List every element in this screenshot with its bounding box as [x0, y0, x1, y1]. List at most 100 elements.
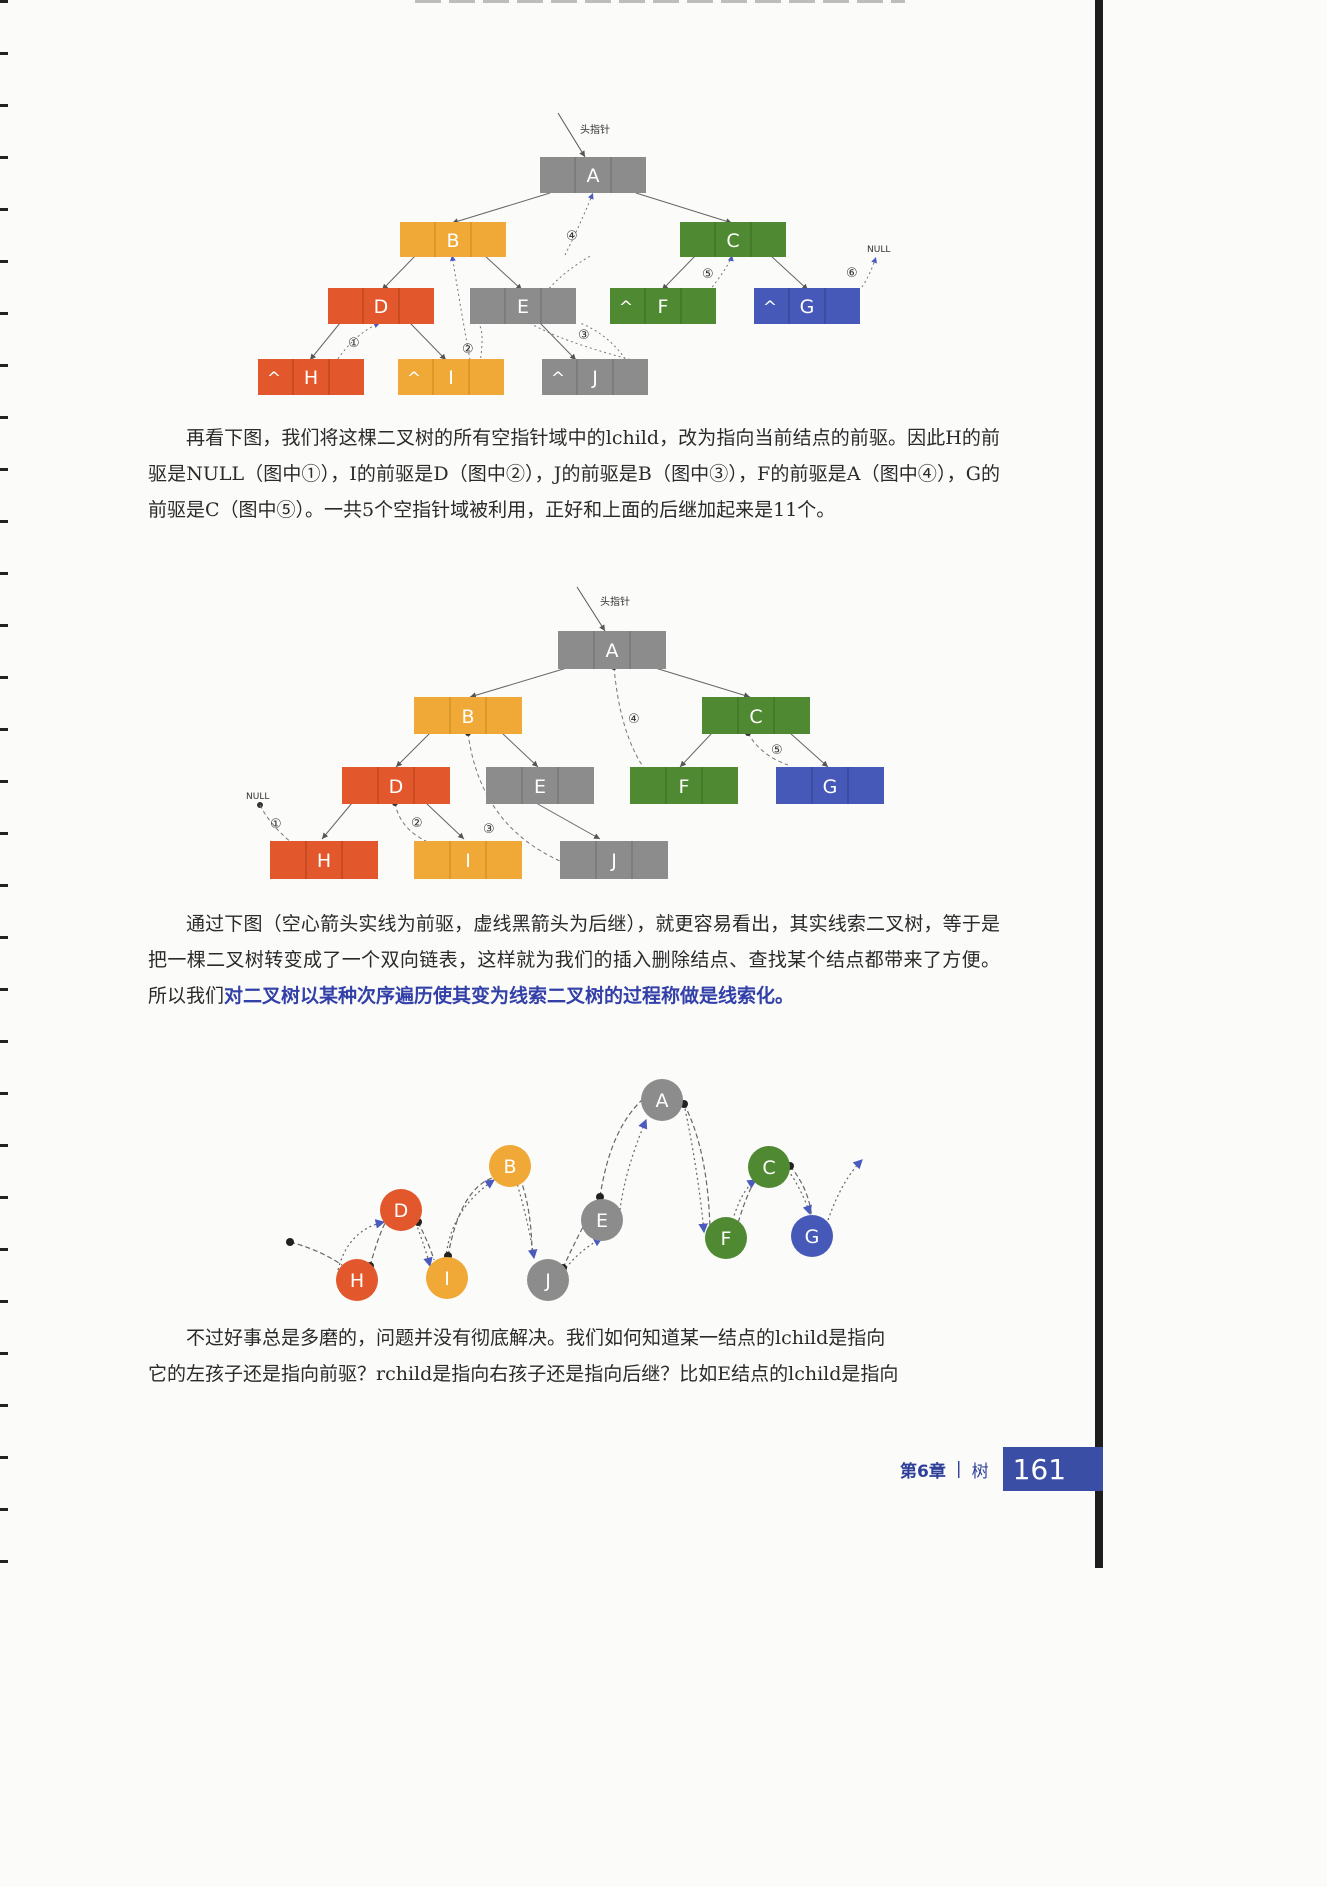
node2-J: J	[560, 841, 668, 879]
binding-edge	[0, 0, 8, 1568]
circle-node-A-label: A	[656, 1090, 669, 1112]
null-label-2: NULL	[246, 792, 269, 802]
node2-C: C	[702, 697, 810, 734]
node2-C-label: C	[749, 706, 762, 728]
circle-node-H: H	[336, 1259, 378, 1301]
node-G: ^ G	[754, 288, 860, 324]
node-I-label: I	[448, 367, 454, 389]
node2-D: D	[342, 767, 450, 804]
circle-node-I: I	[426, 1257, 468, 1299]
node2-E-label: E	[534, 776, 546, 798]
top-rule	[415, 0, 905, 3]
circle-node-E: E	[581, 1199, 623, 1241]
paragraph-problem-line2: 它的左孩子还是指向前驱？rchild是指向右孩子还是指向后继？比如E结点的lch…	[148, 1363, 899, 1385]
node-B-label: B	[446, 230, 459, 252]
node2-A: A	[558, 631, 666, 669]
node2-B: B	[414, 697, 522, 734]
circle-node-I-label: I	[444, 1268, 450, 1290]
page-edge	[1095, 0, 1103, 1568]
node2-I: I	[414, 841, 522, 879]
circle-node-J: J	[527, 1259, 569, 1301]
circle-node-F-label: F	[721, 1228, 732, 1250]
node-C-label: C	[726, 230, 739, 252]
book-page: 头指针 NULL ① ② ③ ④	[0, 0, 1103, 1568]
node2-B-label: B	[461, 706, 474, 728]
marker-3: ③	[578, 328, 590, 343]
node2-F: F	[630, 767, 738, 804]
node2-E: E	[486, 767, 594, 804]
circle-node-A: A	[641, 1079, 683, 1121]
node2-I-label: I	[465, 850, 471, 872]
marker2-5: ⑤	[771, 743, 783, 758]
threading-definition-highlight: 对二叉树以某种次序遍历使其变为线索二叉树的过程称做是线索化。	[224, 985, 795, 1007]
node-C: C	[680, 222, 786, 257]
node-D-label: D	[374, 296, 389, 318]
threaded-linked-list-diagram: H D I B J E A F C G	[286, 1079, 863, 1301]
paragraph-linked-list-text: 通过下图（空心箭头实线为前驱，虚线黑箭头为后继），就更容易看出，其实线索二叉树，…	[148, 913, 1000, 1007]
node-J-caret: ^	[551, 369, 565, 389]
node2-G: G	[776, 767, 884, 804]
circle-node-D: D	[380, 1189, 422, 1231]
node2-J-label: J	[610, 850, 617, 872]
chapter-title: 树	[971, 1461, 989, 1482]
head-pointer-label: 头指针	[580, 123, 610, 136]
threaded-tree-diagram-predecessor: 头指针 NULL ① ② ③ ④ ⑤	[246, 586, 884, 879]
head-pointer-arrow-2	[576, 586, 606, 632]
marker-5: ⑤	[702, 267, 714, 282]
paragraph-linked-list-explanation: 通过下图（空心箭头实线为前驱，虚线黑箭头为后继），就更容易看出，其实线索二叉树，…	[148, 906, 1000, 1014]
chapter-label: 第6章	[900, 1461, 946, 1482]
circle-node-J-label: J	[544, 1270, 551, 1292]
threaded-tree-diagram-successor: 头指针 NULL ① ② ③ ④	[258, 112, 890, 395]
node-J: ^ J	[542, 359, 648, 395]
circle-node-G-label: G	[805, 1226, 820, 1248]
marker-1: ①	[348, 336, 360, 351]
node-G-label: G	[800, 296, 815, 318]
node2-D-label: D	[389, 776, 404, 798]
node2-F-label: F	[679, 776, 690, 798]
node-E-label: E	[517, 296, 529, 318]
marker-2: ②	[462, 342, 474, 357]
paragraph-predecessor-explanation: 再看下图，我们将这棵二叉树的所有空指针域中的lchild，改为指向当前结点的前驱…	[148, 427, 1000, 521]
footer-separator: |	[955, 1459, 962, 1479]
node-F-caret: ^	[619, 298, 633, 318]
circle-node-C: C	[748, 1146, 790, 1188]
circle-node-E-label: E	[596, 1210, 608, 1232]
node-H: ^ H	[258, 359, 364, 395]
node-J-label: J	[591, 367, 598, 389]
node2-G-label: G	[823, 776, 838, 798]
head-pointer-arrow	[557, 112, 586, 158]
node-B: B	[400, 222, 506, 257]
circle-node-B: B	[489, 1145, 531, 1187]
marker-4: ④	[566, 229, 578, 244]
node-A: A	[540, 157, 646, 193]
marker2-4: ④	[628, 712, 640, 727]
node-E: E	[470, 288, 576, 324]
paragraph-problem-line1: 不过好事总是多磨的，问题并没有彻底解决。我们如何知道某一结点的lchild是指向	[186, 1327, 886, 1349]
node-I: ^ I	[398, 359, 504, 395]
node-G-caret: ^	[763, 298, 777, 318]
head-pointer-label-2: 头指针	[600, 595, 630, 608]
marker2-3: ③	[483, 822, 495, 837]
circle-node-C-label: C	[762, 1157, 775, 1179]
node-H-caret: ^	[267, 369, 281, 389]
node-D: D	[328, 288, 434, 324]
marker2-2: ②	[411, 816, 423, 831]
circle-node-D-label: D	[394, 1200, 409, 1222]
node-F: ^ F	[610, 288, 716, 324]
node-A-label: A	[587, 165, 600, 187]
null-label: NULL	[867, 245, 890, 255]
node-F-label: F	[658, 296, 669, 318]
marker-6: ⑥	[846, 266, 858, 281]
node-I-caret: ^	[407, 369, 421, 389]
node2-H-label: H	[317, 850, 331, 872]
marker2-1: ①	[270, 817, 282, 832]
node-H-label: H	[304, 367, 318, 389]
node2-H: H	[270, 841, 378, 879]
circle-node-F: F	[705, 1217, 747, 1259]
node2-A-label: A	[606, 640, 619, 662]
page-number: 161	[1002, 1447, 1103, 1491]
circle-node-B-label: B	[503, 1156, 516, 1178]
page-footer: 第6章 | 树 161	[900, 1447, 1103, 1491]
circle-node-G: G	[791, 1215, 833, 1257]
circle-node-H-label: H	[350, 1270, 364, 1292]
